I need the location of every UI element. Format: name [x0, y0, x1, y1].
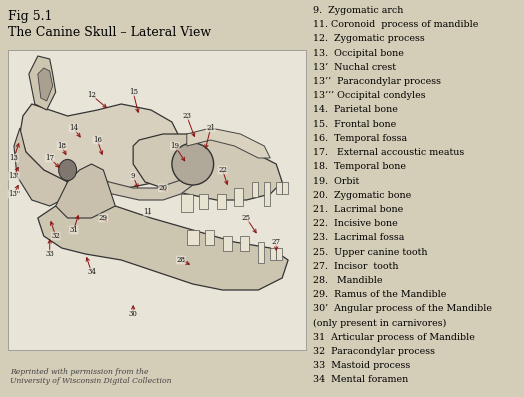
Text: 15.  Frontal bone: 15. Frontal bone: [313, 119, 397, 129]
Polygon shape: [187, 128, 270, 158]
Text: 17.   External accoustic meatus: 17. External accoustic meatus: [313, 148, 465, 157]
Text: (only present in carnivores): (only present in carnivores): [313, 319, 447, 328]
Text: 30’  Angular process of the Mandible: 30’ Angular process of the Mandible: [313, 304, 493, 313]
Bar: [199, 194, 208, 209]
Text: 20.  Zygomatic bone: 20. Zygomatic bone: [313, 191, 412, 200]
Polygon shape: [92, 176, 193, 200]
Bar: [187, 230, 199, 245]
Text: 14.  Parietal bone: 14. Parietal bone: [313, 106, 398, 114]
Text: 34: 34: [87, 268, 96, 276]
Text: 29.  Ramus of the Mandible: 29. Ramus of the Mandible: [313, 290, 447, 299]
Polygon shape: [14, 128, 68, 206]
Ellipse shape: [59, 160, 77, 181]
Text: 28.   Mandible: 28. Mandible: [313, 276, 383, 285]
Polygon shape: [20, 104, 181, 188]
Text: 13': 13': [8, 172, 19, 180]
Text: 13.  Occipital bone: 13. Occipital bone: [313, 48, 404, 58]
Text: 18.  Temporal bone: 18. Temporal bone: [313, 162, 406, 171]
Text: 22.  Incisive bone: 22. Incisive bone: [313, 219, 398, 228]
Text: Fig 5.1: Fig 5.1: [8, 10, 52, 23]
Bar: [234, 188, 244, 206]
Text: 31  Articular process of Mandible: 31 Articular process of Mandible: [313, 333, 475, 342]
Text: 22: 22: [218, 166, 227, 174]
Text: 23.  Lacrimal fossa: 23. Lacrimal fossa: [313, 233, 405, 242]
Text: 12: 12: [87, 91, 96, 99]
Bar: [205, 230, 214, 245]
Text: 14: 14: [69, 124, 78, 132]
Bar: [264, 182, 270, 206]
Text: 28: 28: [177, 256, 185, 264]
Bar: [8, 50, 306, 350]
Text: 16.  Temporal fossa: 16. Temporal fossa: [313, 134, 408, 143]
Text: 25.  Upper canine tooth: 25. Upper canine tooth: [313, 248, 428, 256]
Text: 11. Coronoid  process of mandible: 11. Coronoid process of mandible: [313, 20, 479, 29]
Text: 32: 32: [51, 232, 60, 240]
Text: 32  Paracondylar process: 32 Paracondylar process: [313, 347, 435, 356]
Polygon shape: [133, 134, 282, 200]
Text: 31: 31: [69, 226, 78, 234]
Bar: [223, 236, 232, 251]
Bar: [276, 182, 282, 194]
Polygon shape: [56, 164, 115, 218]
Text: 19.  Orbit: 19. Orbit: [313, 177, 359, 185]
Text: 34  Mental foramen: 34 Mental foramen: [313, 376, 409, 384]
Ellipse shape: [172, 143, 214, 185]
Text: 21: 21: [206, 124, 215, 132]
Text: 13’’’ Occipital condyles: 13’’’ Occipital condyles: [313, 91, 426, 100]
Text: The Canine Skull – Lateral View: The Canine Skull – Lateral View: [8, 26, 211, 39]
Text: 9.  Zygomatic arch: 9. Zygomatic arch: [313, 6, 403, 15]
Text: 27.  Incisor  tooth: 27. Incisor tooth: [313, 262, 399, 271]
Text: 25: 25: [242, 214, 251, 222]
Text: 13: 13: [9, 154, 18, 162]
Text: Reprinted with permission from the
University of Wisconsin Digital Collection: Reprinted with permission from the Unive…: [10, 368, 171, 385]
Text: 21.  Lacrimal bone: 21. Lacrimal bone: [313, 205, 403, 214]
Text: 29: 29: [99, 214, 108, 222]
Text: 12.  Zygomatic process: 12. Zygomatic process: [313, 35, 425, 43]
Bar: [181, 194, 193, 212]
Text: 18: 18: [57, 142, 66, 150]
Bar: [276, 248, 282, 260]
Text: 15: 15: [129, 88, 138, 96]
Bar: [258, 242, 264, 263]
Bar: [241, 236, 249, 251]
Text: 33: 33: [46, 250, 54, 258]
Bar: [253, 182, 258, 197]
Text: 27: 27: [272, 238, 281, 246]
Polygon shape: [29, 56, 56, 110]
Text: 13": 13": [8, 190, 20, 198]
Text: 16: 16: [93, 136, 102, 144]
Bar: [270, 248, 276, 260]
Text: 19: 19: [170, 142, 179, 150]
Text: 13’  Nuchal crest: 13’ Nuchal crest: [313, 63, 396, 72]
Text: 33  Mastoid process: 33 Mastoid process: [313, 361, 411, 370]
Text: 20: 20: [158, 184, 168, 192]
Polygon shape: [38, 68, 53, 101]
Text: 17: 17: [45, 154, 54, 162]
Text: 9: 9: [131, 172, 135, 180]
Text: 13’’  Paracondylar process: 13’’ Paracondylar process: [313, 77, 441, 86]
Text: 11: 11: [144, 208, 152, 216]
Text: 30: 30: [129, 310, 138, 318]
Bar: [216, 194, 225, 209]
Bar: [282, 182, 288, 194]
Text: 23: 23: [182, 112, 191, 120]
Polygon shape: [38, 200, 288, 290]
